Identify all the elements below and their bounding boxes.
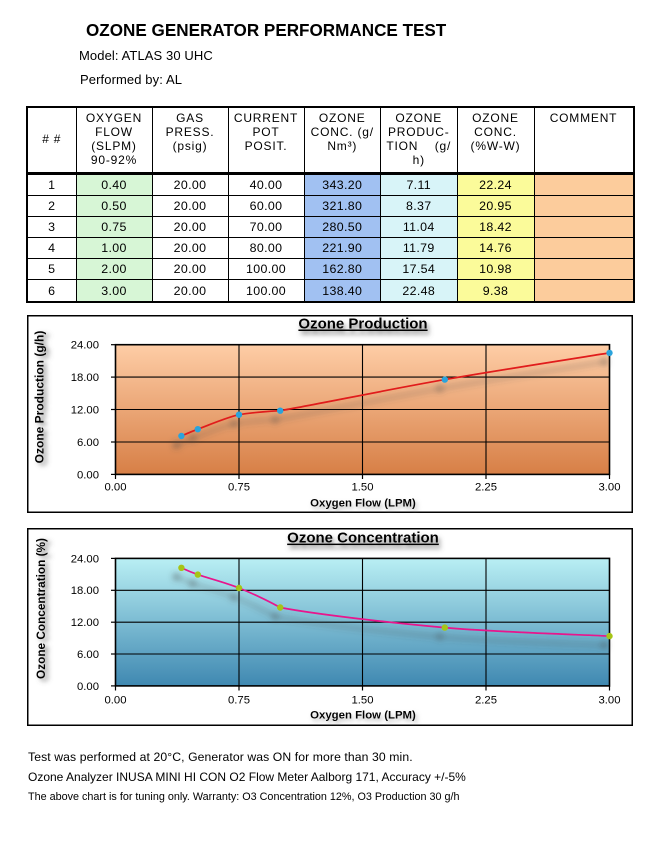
svg-text:0.00: 0.00 — [105, 694, 127, 706]
svg-text:2.25: 2.25 — [475, 481, 497, 493]
svg-text:1.50: 1.50 — [352, 481, 374, 493]
svg-text:0.75: 0.75 — [228, 481, 250, 493]
svg-text:0.00: 0.00 — [77, 680, 99, 692]
svg-text:18.00: 18.00 — [71, 585, 99, 597]
svg-text:3.00: 3.00 — [599, 694, 621, 706]
svg-text:Oxygen Flow (LPM): Oxygen Flow (LPM) — [310, 709, 416, 721]
svg-text:2.25: 2.25 — [475, 694, 497, 706]
svg-text:3.00: 3.00 — [599, 481, 621, 493]
svg-text:1.50: 1.50 — [352, 694, 374, 706]
svg-text:24.00: 24.00 — [71, 339, 99, 351]
svg-text:12.00: 12.00 — [71, 404, 99, 416]
svg-text:Ozone Concentration (%): Ozone Concentration (%) — [34, 537, 48, 678]
svg-text:6.00: 6.00 — [77, 436, 99, 448]
svg-text:0.00: 0.00 — [105, 481, 127, 493]
svg-text:6.00: 6.00 — [77, 648, 99, 660]
svg-text:0.00: 0.00 — [77, 469, 99, 481]
svg-text:Ozone Concentration: Ozone Concentration — [287, 529, 439, 546]
svg-text:Ozone Production: Ozone Production — [298, 315, 427, 332]
svg-text:24.00: 24.00 — [71, 553, 99, 565]
svg-text:12.00: 12.00 — [71, 617, 99, 629]
svg-text:Oxygen Flow (LPM): Oxygen Flow (LPM) — [310, 497, 416, 509]
svg-text:0.75: 0.75 — [228, 694, 250, 706]
svg-text:18.00: 18.00 — [71, 372, 99, 384]
svg-text:Ozone Production (g/h): Ozone Production (g/h) — [33, 330, 47, 463]
